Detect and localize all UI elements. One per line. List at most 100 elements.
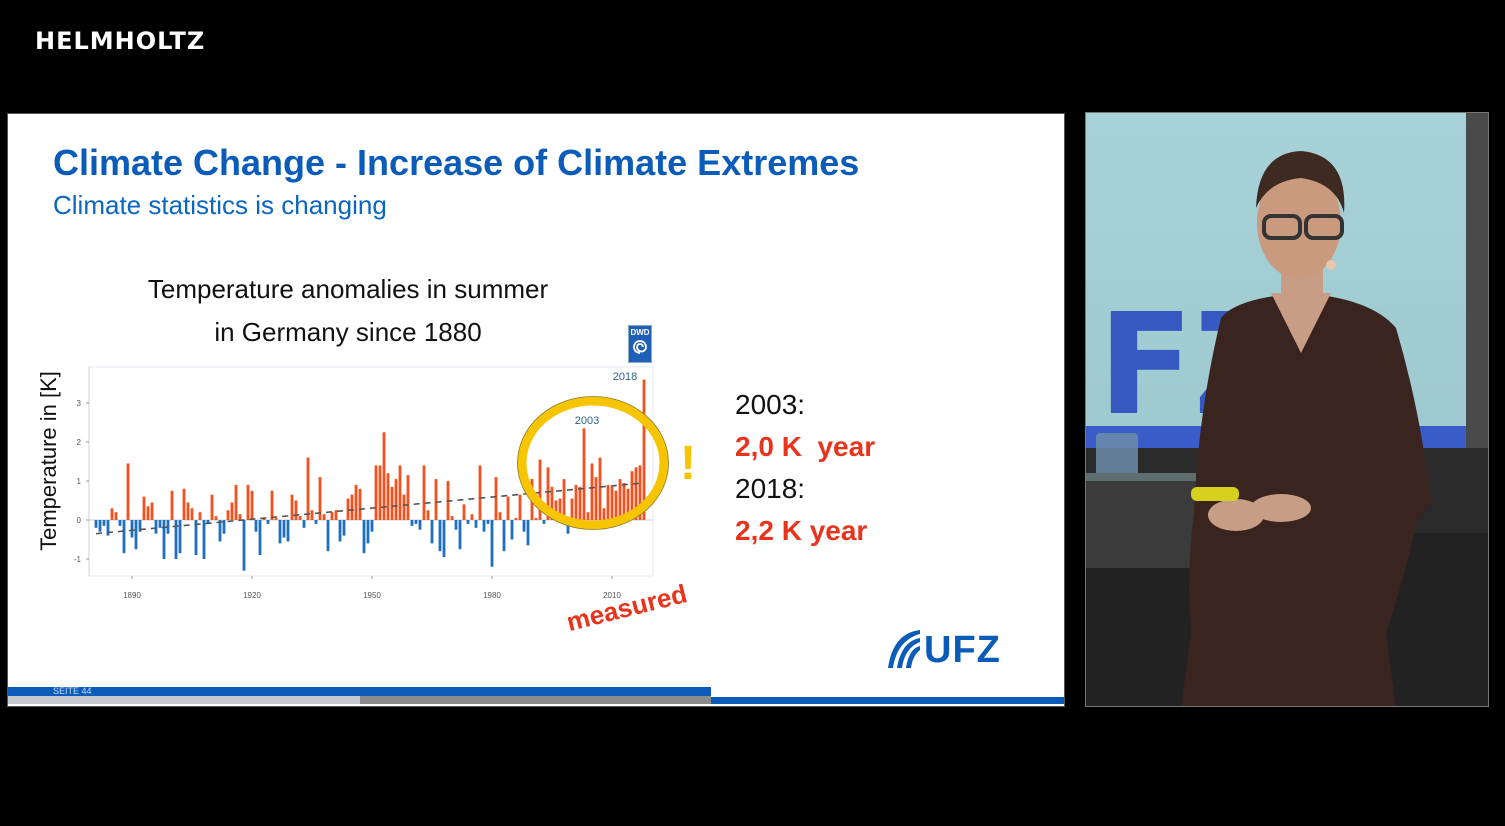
footer-bar [8, 687, 711, 696]
bar [498, 512, 502, 520]
bar [286, 520, 290, 542]
y-tick-label: 2 [77, 438, 82, 447]
bar [546, 467, 550, 520]
fact-year-2018: 2018: [735, 473, 806, 504]
bar [458, 520, 462, 550]
bar [466, 520, 470, 524]
trend-line [95, 482, 645, 535]
bar [614, 490, 618, 520]
bar [258, 520, 262, 556]
bar [638, 465, 642, 520]
bar [126, 463, 130, 520]
bar [378, 465, 382, 520]
bar [362, 520, 366, 554]
bar [330, 512, 334, 520]
bar [98, 520, 102, 532]
fact-value-2003: 2,0 K year [735, 431, 876, 462]
bar [110, 508, 114, 520]
y-tick-label: 0 [77, 516, 82, 525]
facts-list: 2003: 2,0 K year 2018: 2,2 K year [735, 384, 875, 552]
bar [306, 457, 310, 520]
bar [490, 520, 494, 567]
footer-bar-right [711, 697, 1064, 704]
bar [278, 520, 282, 544]
bar [254, 520, 258, 532]
bar [210, 494, 214, 520]
y-tick-label: 1 [77, 477, 82, 486]
highlight-circle-outline [517, 396, 669, 530]
bar [510, 520, 514, 540]
bar [526, 520, 530, 546]
bar [198, 512, 202, 520]
bar [570, 498, 574, 520]
bar [186, 502, 190, 520]
chart-title-line-2: in Germany since 1880 [214, 317, 482, 347]
speaker-video: FZ [1085, 112, 1489, 707]
bar [146, 506, 150, 520]
bar [338, 520, 342, 542]
bar [162, 520, 166, 559]
bar [342, 520, 346, 536]
bar [230, 502, 234, 520]
bar [542, 520, 546, 524]
bar [518, 494, 522, 520]
bar [426, 510, 430, 520]
bar [450, 516, 454, 520]
dwd-logo: DWD [628, 325, 652, 363]
bar [114, 512, 118, 520]
bar [438, 520, 442, 552]
bar [314, 520, 318, 524]
bar [322, 514, 326, 520]
bar [418, 520, 422, 530]
bar [506, 496, 510, 520]
bar [402, 494, 406, 520]
bar [430, 520, 434, 544]
x-tick-label: 2010 [603, 591, 621, 600]
helmholtz-brand-logo: HELMHOLTZ [35, 27, 206, 55]
bar [246, 484, 250, 520]
chart-title-line-1: Temperature anomalies in summer [147, 274, 549, 304]
bar [442, 520, 446, 558]
bar [590, 463, 594, 520]
bar [538, 459, 542, 520]
bar [262, 518, 266, 520]
bar [154, 520, 158, 534]
bar [594, 477, 598, 520]
bar [382, 432, 386, 520]
bar [550, 486, 554, 520]
bar [586, 512, 590, 520]
slide-subtitle: Climate statistics is changing [53, 190, 387, 220]
x-tick-label: 1890 [123, 591, 141, 600]
bar [502, 520, 506, 552]
bar [534, 518, 538, 520]
bar [334, 510, 338, 520]
bar [630, 471, 634, 520]
bar [218, 520, 222, 542]
bar [106, 520, 110, 536]
footer-progress-light [8, 696, 360, 704]
bar [358, 488, 362, 520]
bar [170, 490, 174, 520]
bar [222, 520, 226, 534]
bar [434, 479, 438, 520]
bar [94, 520, 98, 528]
bar [282, 520, 286, 538]
presentation-slide: Climate Change - Increase of Climate Ext… [7, 113, 1065, 707]
ufz-wave-icon [888, 630, 920, 668]
bar [410, 520, 414, 526]
bar [166, 520, 170, 534]
y-axis-label: Temperature in [K] [36, 371, 61, 551]
bar [326, 520, 330, 552]
bar [390, 486, 394, 520]
bar [302, 520, 306, 528]
bar [482, 520, 486, 532]
bar [494, 477, 498, 520]
bar [310, 510, 314, 520]
bar [266, 520, 270, 524]
bar [514, 518, 518, 520]
bar [214, 516, 218, 520]
bar [178, 520, 182, 554]
bar [238, 514, 242, 520]
bar [486, 520, 490, 524]
bar [122, 520, 126, 554]
